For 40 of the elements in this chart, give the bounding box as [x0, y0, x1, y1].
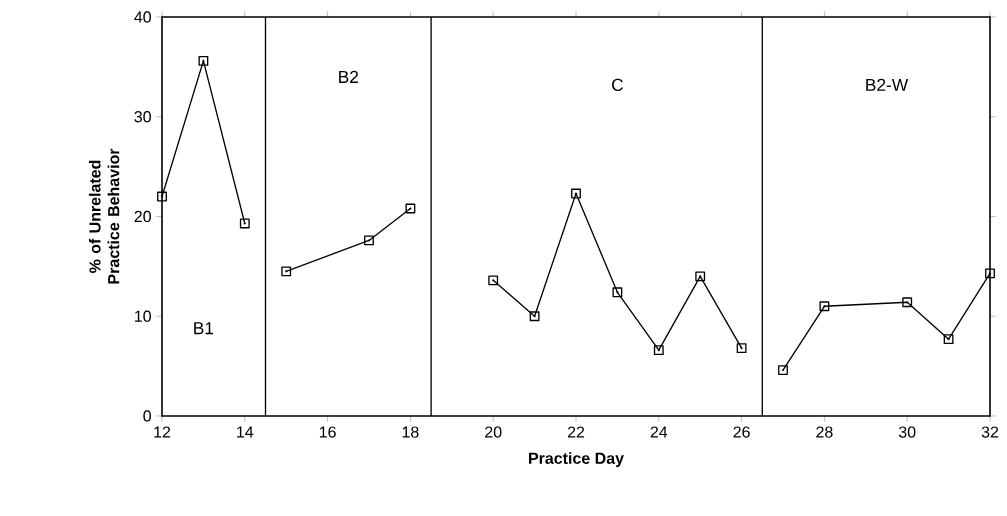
y-tick-label: 30 [134, 111, 151, 123]
x-tick-label: 14 [237, 426, 254, 438]
point [405, 203, 416, 214]
point [695, 271, 706, 282]
x-tick-label: 20 [485, 426, 502, 438]
x-tick-label: 30 [898, 426, 916, 438]
point [157, 191, 167, 202]
y-tick-label: 20 [134, 210, 151, 223]
x-tick-label: 16 [319, 426, 336, 438]
point [364, 235, 374, 246]
annotation: B2 [339, 70, 359, 83]
y-axis-title: % of Unrelated Practice Behavior [88, 148, 120, 284]
point [488, 275, 499, 286]
point [943, 334, 954, 345]
x-axis-title: Practice Day [529, 452, 624, 468]
point [985, 268, 995, 279]
point [612, 287, 623, 298]
point [529, 311, 540, 322]
point [778, 365, 788, 376]
y-tick-label: 40 [134, 11, 151, 23]
annotation: B1 [194, 322, 214, 335]
point [239, 218, 250, 229]
point [571, 188, 581, 199]
annotation: B2-W [866, 78, 909, 91]
point [653, 345, 664, 356]
x-tick-label: 18 [402, 426, 419, 438]
y-tick-label: 10 [135, 310, 151, 322]
point [281, 266, 292, 277]
x-tick-label: 28 [816, 426, 833, 438]
y-tick-label: 0 [143, 410, 151, 422]
x-tick-label: 22 [567, 426, 585, 438]
annotation: C [612, 78, 623, 91]
x-tick-label: 12 [154, 426, 171, 438]
point [902, 297, 913, 308]
point [198, 55, 209, 66]
x-tick-label: 26 [733, 426, 750, 438]
point [819, 301, 830, 312]
point [736, 343, 747, 354]
x-tick-label: 32 [981, 426, 999, 438]
x-tick-label: 24 [650, 426, 668, 438]
